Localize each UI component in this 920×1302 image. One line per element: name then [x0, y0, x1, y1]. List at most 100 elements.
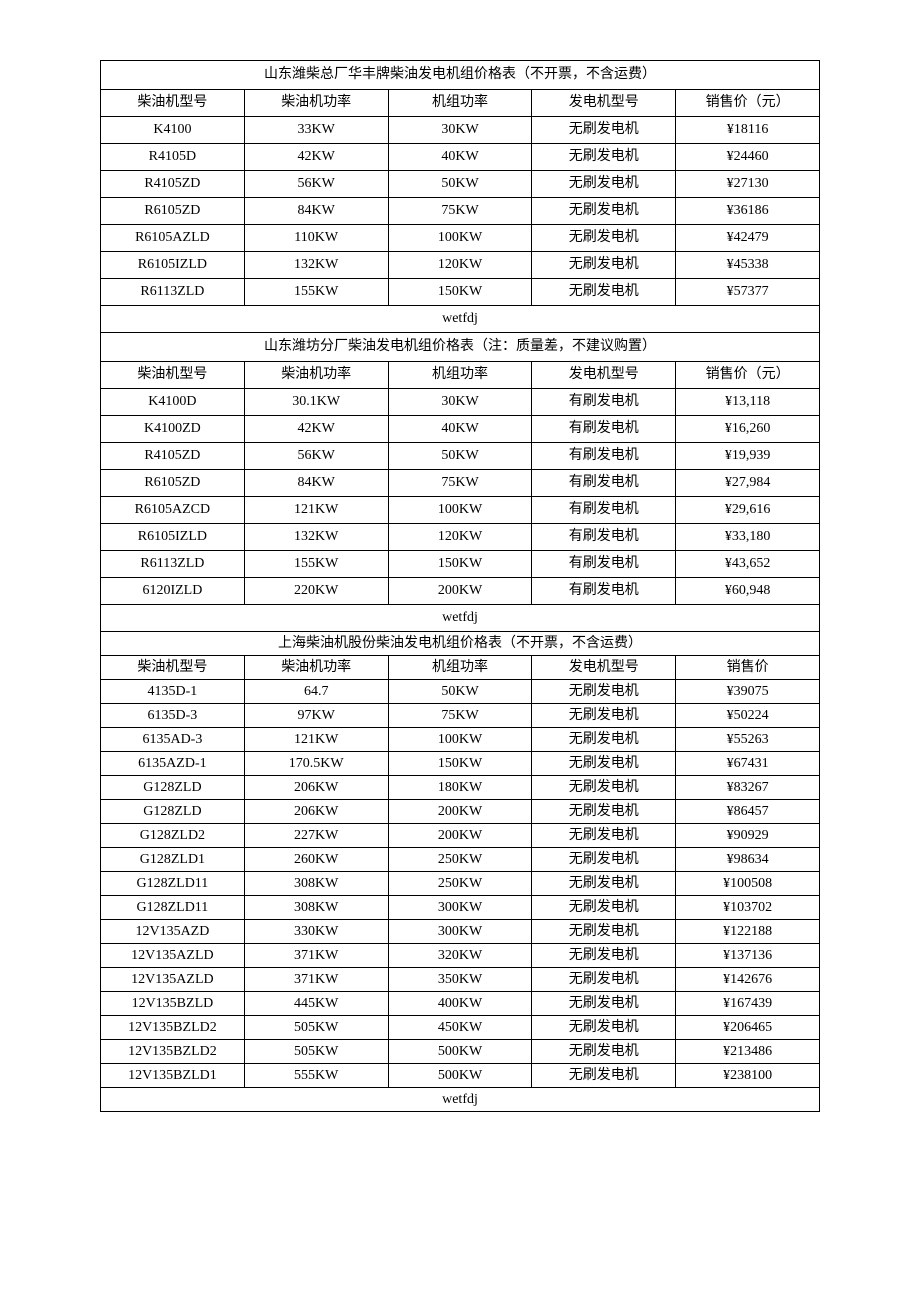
table-cell: 无刷发电机 — [532, 944, 676, 968]
table-row: 6120IZLD220KW200KW有刷发电机¥60,948 — [101, 578, 820, 605]
table-row: R6105AZLD110KW100KW无刷发电机¥42479 — [101, 225, 820, 252]
table-row: G128ZLD1260KW250KW无刷发电机¥98634 — [101, 848, 820, 872]
table-row: 6135AZD-1170.5KW150KW无刷发电机¥67431 — [101, 752, 820, 776]
table-cell: ¥213486 — [676, 1040, 820, 1064]
table-cell: ¥39075 — [676, 680, 820, 704]
table-cell: 155KW — [244, 551, 388, 578]
table-cell: ¥167439 — [676, 992, 820, 1016]
table-cell: 33KW — [244, 117, 388, 144]
table-cell: ¥16,260 — [676, 416, 820, 443]
table-cell: ¥18116 — [676, 117, 820, 144]
table-row: R4105ZD56KW50KW无刷发电机¥27130 — [101, 171, 820, 198]
table-cell: 180KW — [388, 776, 532, 800]
table-cell: 75KW — [388, 198, 532, 225]
table-cell: G128ZLD2 — [101, 824, 245, 848]
table-cell: 75KW — [388, 470, 532, 497]
table-cell: 6135AZD-1 — [101, 752, 245, 776]
table-cell: 12V135AZLD — [101, 968, 245, 992]
table-cell: 无刷发电机 — [532, 776, 676, 800]
table-cell: 300KW — [388, 920, 532, 944]
table-cell: 6120IZLD — [101, 578, 245, 605]
table-cell: 无刷发电机 — [532, 680, 676, 704]
table-cell: 121KW — [244, 728, 388, 752]
table-cell: 500KW — [388, 1040, 532, 1064]
column-header: 柴油机功率 — [244, 362, 388, 389]
table-cell: R4105ZD — [101, 443, 245, 470]
table-row: 6135D-397KW75KW无刷发电机¥50224 — [101, 704, 820, 728]
table-cell: 84KW — [244, 198, 388, 225]
table-row: G128ZLD206KW200KW无刷发电机¥86457 — [101, 800, 820, 824]
table-cell: 12V135BZLD2 — [101, 1040, 245, 1064]
table-row: K4100D30.1KW30KW有刷发电机¥13,118 — [101, 389, 820, 416]
column-header: 发电机型号 — [532, 656, 676, 680]
table-cell: R6105ZD — [101, 198, 245, 225]
table-cell: 有刷发电机 — [532, 497, 676, 524]
table-cell: ¥98634 — [676, 848, 820, 872]
section-footer: wetfdj — [101, 1088, 820, 1112]
table-cell: 无刷发电机 — [532, 279, 676, 306]
table-cell: 150KW — [388, 551, 532, 578]
section-title: 山东潍坊分厂柴油发电机组价格表（注：质量差，不建议购置） — [101, 333, 820, 362]
table-cell: 132KW — [244, 252, 388, 279]
table-row: 12V135AZLD371KW320KW无刷发电机¥137136 — [101, 944, 820, 968]
table-cell: ¥103702 — [676, 896, 820, 920]
table-cell: 无刷发电机 — [532, 752, 676, 776]
section-title: 山东潍柴总厂华丰牌柴油发电机组价格表（不开票，不含运费） — [101, 61, 820, 90]
table-cell: 150KW — [388, 752, 532, 776]
table-cell: R6105ZD — [101, 470, 245, 497]
table-cell: ¥137136 — [676, 944, 820, 968]
table-row: G128ZLD2227KW200KW无刷发电机¥90929 — [101, 824, 820, 848]
table-cell: G128ZLD11 — [101, 896, 245, 920]
table-row: 6135AD-3121KW100KW无刷发电机¥55263 — [101, 728, 820, 752]
table-cell: ¥57377 — [676, 279, 820, 306]
table-row: 4135D-164.750KW无刷发电机¥39075 — [101, 680, 820, 704]
table-cell: ¥19,939 — [676, 443, 820, 470]
table-cell: 6135AD-3 — [101, 728, 245, 752]
table-cell: 有刷发电机 — [532, 416, 676, 443]
table-cell: G128ZLD — [101, 776, 245, 800]
table-cell: 50KW — [388, 443, 532, 470]
table-cell: K4100D — [101, 389, 245, 416]
table-row: 12V135AZD330KW300KW无刷发电机¥122188 — [101, 920, 820, 944]
table-cell: 30KW — [388, 117, 532, 144]
table-row: R4105ZD56KW50KW有刷发电机¥19,939 — [101, 443, 820, 470]
table-row: R6113ZLD155KW150KW无刷发电机¥57377 — [101, 279, 820, 306]
table-cell: ¥100508 — [676, 872, 820, 896]
table-cell: 121KW — [244, 497, 388, 524]
table-cell: ¥206465 — [676, 1016, 820, 1040]
table-row: K410033KW30KW无刷发电机¥18116 — [101, 117, 820, 144]
table-cell: 有刷发电机 — [532, 578, 676, 605]
column-header: 销售价 — [676, 656, 820, 680]
table-cell: ¥45338 — [676, 252, 820, 279]
table-row: 12V135BZLD2505KW450KW无刷发电机¥206465 — [101, 1016, 820, 1040]
table-cell: 无刷发电机 — [532, 896, 676, 920]
table-cell: 40KW — [388, 416, 532, 443]
table-cell: ¥50224 — [676, 704, 820, 728]
table-row: R4105D42KW40KW无刷发电机¥24460 — [101, 144, 820, 171]
table-cell: 42KW — [244, 144, 388, 171]
table-cell: 100KW — [388, 497, 532, 524]
table-cell: 132KW — [244, 524, 388, 551]
table-cell: 300KW — [388, 896, 532, 920]
table-cell: 400KW — [388, 992, 532, 1016]
table-cell: 有刷发电机 — [532, 551, 676, 578]
table-cell: 4135D-1 — [101, 680, 245, 704]
table-cell: 50KW — [388, 680, 532, 704]
table-cell: 371KW — [244, 968, 388, 992]
table-cell: G128ZLD1 — [101, 848, 245, 872]
table-cell: ¥13,118 — [676, 389, 820, 416]
table-cell: R6105IZLD — [101, 524, 245, 551]
table-cell: 170.5KW — [244, 752, 388, 776]
table-cell: 12V135BZLD — [101, 992, 245, 1016]
table-cell: ¥43,652 — [676, 551, 820, 578]
table-cell: 50KW — [388, 171, 532, 198]
table-cell: 42KW — [244, 416, 388, 443]
table-cell: R6113ZLD — [101, 551, 245, 578]
table-cell: 200KW — [388, 578, 532, 605]
table-row: 12V135BZLD2505KW500KW无刷发电机¥213486 — [101, 1040, 820, 1064]
table-cell: 无刷发电机 — [532, 704, 676, 728]
table-cell: 有刷发电机 — [532, 389, 676, 416]
table-row: G128ZLD11308KW250KW无刷发电机¥100508 — [101, 872, 820, 896]
column-header: 发电机型号 — [532, 90, 676, 117]
table-cell: 206KW — [244, 800, 388, 824]
